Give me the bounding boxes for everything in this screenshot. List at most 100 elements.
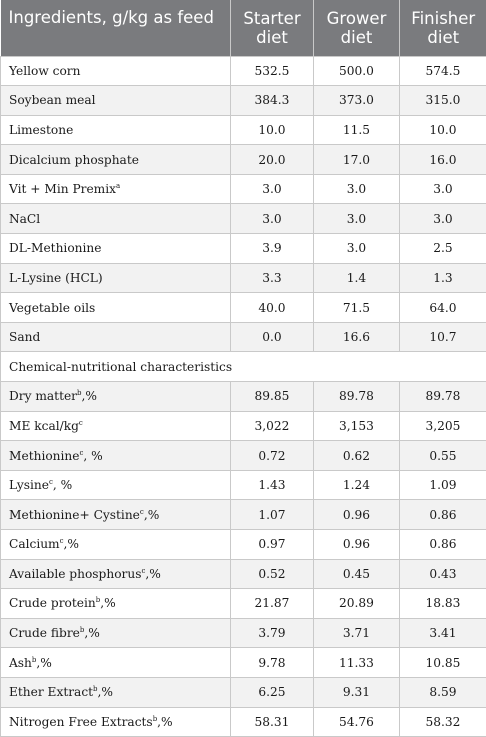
value-starter: 3.79	[231, 618, 314, 648]
row-label-text: Methionine	[9, 449, 79, 463]
footnote-marker: c	[140, 508, 144, 516]
value-finisher: 315.0	[400, 86, 486, 116]
value-grower: 1.4	[314, 263, 400, 293]
row-label-text: Nitrogen Free Extracts	[9, 715, 153, 729]
value-starter: 1.07	[231, 500, 314, 530]
unit-suffix: ,%	[157, 715, 172, 729]
row-label: Sand	[1, 322, 231, 352]
value-starter: 20.0	[231, 145, 314, 175]
row-label-text: Ash	[9, 656, 32, 670]
unit-suffix: ,%	[100, 596, 115, 610]
value-finisher: 64.0	[400, 293, 486, 323]
footnote-marker: c	[79, 419, 83, 427]
row-label: Calciumc,%	[1, 530, 231, 560]
unit-suffix: ,%	[82, 389, 97, 403]
value-finisher: 1.09	[400, 470, 486, 500]
value-finisher: 0.43	[400, 559, 486, 589]
value-starter: 6.25	[231, 677, 314, 707]
unit-suffix: , %	[53, 478, 72, 492]
header-ingredients: Ingredients, g/kg as feed	[1, 0, 231, 56]
row-label: Dicalcium phosphate	[1, 145, 231, 175]
value-starter: 532.5	[231, 56, 314, 86]
row-label: Nitrogen Free Extractsb,%	[1, 707, 231, 737]
row-label-text: DL-Methionine	[9, 241, 101, 255]
value-starter: 1.43	[231, 470, 314, 500]
footnote-marker: b	[153, 715, 157, 723]
value-starter: 0.72	[231, 441, 314, 471]
value-grower: 3.71	[314, 618, 400, 648]
row-label: Methionine+ Cystinec,%	[1, 500, 231, 530]
value-finisher: 2.5	[400, 234, 486, 264]
header-grower-diet: Grower diet	[314, 0, 400, 56]
value-finisher: 3,205	[400, 411, 486, 441]
header-row: Ingredients, g/kg as feed Starter diet G…	[1, 0, 486, 56]
value-finisher: 3.41	[400, 618, 486, 648]
value-starter: 3.0	[231, 204, 314, 234]
value-finisher: 8.59	[400, 677, 486, 707]
row-label-text: Available phosphorus	[9, 567, 141, 581]
value-starter: 40.0	[231, 293, 314, 323]
row-label: Dry matterb,%	[1, 382, 231, 412]
value-grower: 11.33	[314, 648, 400, 678]
value-finisher: 89.78	[400, 382, 486, 412]
value-finisher: 574.5	[400, 56, 486, 86]
value-starter: 0.97	[231, 530, 314, 560]
row-label: Yellow corn	[1, 56, 231, 86]
footnote-marker: c	[79, 449, 83, 457]
row-label: DL-Methionine	[1, 234, 231, 264]
value-grower: 3.0	[314, 234, 400, 264]
row-label: Soybean meal	[1, 86, 231, 116]
row-label-text: Crude fibre	[9, 626, 80, 640]
row-label-text: Crude protein	[9, 596, 96, 610]
value-finisher: 10.0	[400, 115, 486, 145]
value-grower: 16.6	[314, 322, 400, 352]
value-starter: 384.3	[231, 86, 314, 116]
table-header: Ingredients, g/kg as feed Starter diet G…	[1, 0, 486, 56]
value-starter: 3.9	[231, 234, 314, 264]
row-label-text: Soybean meal	[9, 93, 96, 107]
value-grower: 3.0	[314, 174, 400, 204]
row-label-text: Dicalcium phosphate	[9, 153, 139, 167]
value-starter: 3.3	[231, 263, 314, 293]
footnote-marker: b	[80, 626, 84, 634]
value-finisher: 1.3	[400, 263, 486, 293]
section-title: Chemical-nutritional characteristics	[1, 352, 486, 382]
footnote-marker: b	[77, 389, 81, 397]
unit-suffix: ,%	[36, 656, 51, 670]
value-grower: 500.0	[314, 56, 400, 86]
footnote-marker: b	[32, 656, 36, 664]
row-label: NaCl	[1, 204, 231, 234]
row-label: Vit + Min Premixa	[1, 174, 231, 204]
value-grower: 17.0	[314, 145, 400, 175]
row-label-text: Lysine	[9, 478, 49, 492]
value-grower: 0.62	[314, 441, 400, 471]
value-starter: 3.0	[231, 174, 314, 204]
row-label-text: ME kcal/kg	[9, 419, 79, 433]
section-row: Chemical-nutritional characteristics	[1, 352, 486, 382]
value-finisher: 10.7	[400, 322, 486, 352]
value-grower: 9.31	[314, 677, 400, 707]
value-finisher: 0.55	[400, 441, 486, 471]
value-finisher: 3.0	[400, 204, 486, 234]
row-label-text: Calcium	[9, 537, 60, 551]
value-starter: 58.31	[231, 707, 314, 737]
row-label-text: Vegetable oils	[9, 301, 95, 315]
row-label: Ether Extractb,%	[1, 677, 231, 707]
value-starter: 3,022	[231, 411, 314, 441]
value-grower: 0.96	[314, 500, 400, 530]
value-grower: 0.45	[314, 559, 400, 589]
